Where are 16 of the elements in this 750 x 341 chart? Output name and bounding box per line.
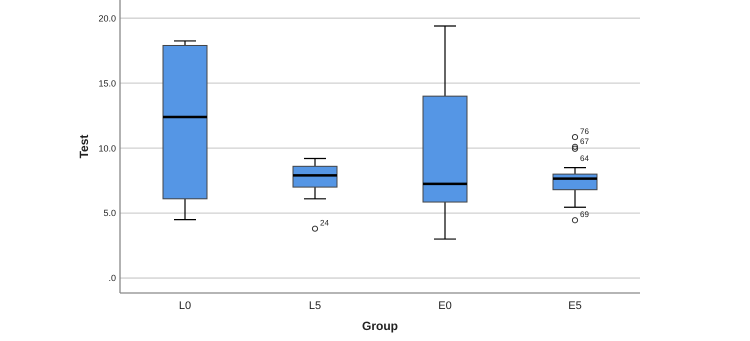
x-tick-label: L5 — [308, 300, 322, 312]
x-axis-title: Group — [362, 319, 398, 333]
x-tick-label: E0 — [438, 300, 452, 312]
y-axis-title: Test — [77, 134, 91, 158]
annotation: 67 — [580, 136, 590, 146]
y-tick-label: 20.0 — [98, 13, 116, 24]
y-tick-label: .0 — [108, 273, 116, 284]
annotation: 64 — [580, 154, 590, 163]
y-tick-label: 5.0 — [103, 208, 116, 218]
y-tick-label: 15.0 — [98, 78, 116, 88]
annotation: 24 — [320, 218, 330, 228]
annotation: 69 — [580, 210, 590, 220]
x-tick-label: L0 — [178, 300, 192, 312]
y-tick-label: 10.0 — [98, 143, 116, 154]
annotation: 76 — [580, 127, 590, 136]
x-tick-label: E5 — [568, 300, 582, 312]
